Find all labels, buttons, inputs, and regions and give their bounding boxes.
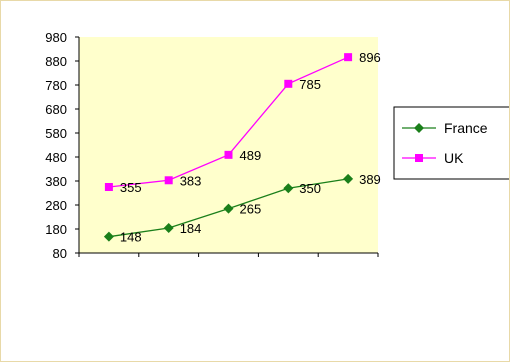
data-label: 785 bbox=[299, 77, 321, 92]
x-ticks bbox=[78, 253, 379, 257]
legend-marker bbox=[415, 154, 423, 162]
y-tick-label: 180 bbox=[45, 222, 67, 237]
y-tick-label: 480 bbox=[45, 150, 67, 165]
y-tick-label: 280 bbox=[45, 198, 67, 213]
data-label: 184 bbox=[180, 221, 202, 236]
data-point bbox=[104, 183, 113, 191]
y-tick-label: 780 bbox=[45, 78, 67, 93]
y-tick-label: 880 bbox=[45, 54, 67, 69]
data-point bbox=[164, 176, 173, 185]
data-point bbox=[344, 53, 353, 62]
legend-label: UK bbox=[444, 150, 464, 166]
legend-item-uk: UK bbox=[402, 150, 464, 166]
data-point bbox=[103, 231, 114, 242]
series-uk: 355 383 489 785 896 bbox=[104, 50, 381, 195]
plot-area bbox=[79, 37, 378, 253]
data-point bbox=[223, 203, 234, 214]
data-label: 265 bbox=[240, 202, 262, 217]
y-ticks: 80 180 280 380 480 580 680 780 880 980 bbox=[45, 30, 79, 261]
legend-marker bbox=[414, 123, 424, 133]
data-label: 148 bbox=[120, 230, 142, 245]
data-point bbox=[284, 79, 293, 88]
y-tick-label: 980 bbox=[45, 30, 67, 45]
y-tick-label: 380 bbox=[45, 174, 67, 189]
y-tick-label: 580 bbox=[45, 126, 67, 141]
data-point bbox=[224, 150, 233, 159]
legend-item-france: France bbox=[402, 120, 488, 136]
data-label: 389 bbox=[359, 172, 381, 187]
legend: France UK bbox=[393, 106, 509, 180]
data-point bbox=[163, 223, 174, 234]
data-point bbox=[343, 173, 354, 184]
data-label: 383 bbox=[180, 173, 202, 188]
series-france: 148 184 265 350 389 bbox=[103, 172, 381, 245]
data-label: 489 bbox=[240, 148, 262, 163]
data-label: 896 bbox=[359, 50, 381, 65]
data-label: 355 bbox=[120, 180, 142, 195]
legend-box bbox=[393, 106, 509, 180]
series-layer: 148 184 265 350 389 355 383 489 785 896 bbox=[103, 50, 381, 245]
y-tick-label: 80 bbox=[53, 246, 67, 261]
data-point bbox=[283, 183, 294, 194]
y-tick-label: 680 bbox=[45, 102, 67, 117]
legend-label: France bbox=[444, 120, 488, 136]
data-label: 350 bbox=[299, 181, 321, 196]
